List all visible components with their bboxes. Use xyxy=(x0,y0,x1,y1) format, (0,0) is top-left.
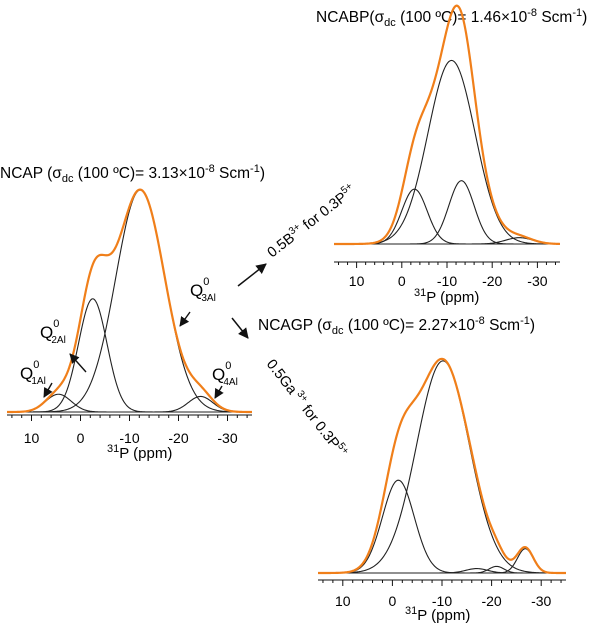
q3al-label: Q0 3Al xyxy=(190,276,216,304)
ncabp-envelope-line xyxy=(334,4,561,246)
gallium-substitution-label: 0.5Ga 3+ for 0.3P5+ xyxy=(263,355,351,461)
ncap-envelope-line xyxy=(7,188,252,414)
ncap-xlabel: 31P (ppm) xyxy=(107,443,172,462)
ncap-tick-label: -10 xyxy=(119,430,139,446)
ncagp-tick-label: -30 xyxy=(531,593,551,609)
q2al-arrow xyxy=(69,353,87,373)
ncagp-tick-label: 10 xyxy=(335,593,351,609)
ncap-plot: 10 0 -10 -20 -30 xyxy=(7,188,252,446)
q4al-arrow xyxy=(214,385,224,399)
ncabp-tick-label: -20 xyxy=(482,273,502,289)
ncap-tick-label: 10 xyxy=(24,430,40,446)
ncagp-panel: NCAGP (σdc (100 ºC)= 2.27×10-8 Scm-1) 10… xyxy=(258,315,566,624)
arrow-to-ncabp xyxy=(237,263,267,287)
ncap-panel: NCAP (σdc (100 ºC)= 3.13×10-8 Scm-1) 10 0… xyxy=(0,163,265,462)
ncagp-component-peak-1 xyxy=(318,360,566,574)
ncagp-component-peak-0 xyxy=(318,479,566,574)
ncabp-component-peak-0 xyxy=(334,188,560,245)
ncagp-xlabel: 31P (ppm) xyxy=(405,605,470,624)
arrow-to-ncagp xyxy=(231,317,249,339)
ncabp-tick-label: 0 xyxy=(398,273,406,289)
q2al-label: Q0 2Al xyxy=(40,318,66,346)
ncagp-tick-label: -10 xyxy=(432,593,452,609)
ncabp-panel: NCABP(σdc (100 ºC)= 1.46×10-8 Scm-1) 10 0… xyxy=(316,4,587,306)
ncap-title: NCAP (σdc (100 ºC)= 3.13×10-8 Scm-1) xyxy=(0,163,265,185)
q3al-arrow xyxy=(179,311,191,327)
ncap-component-peak-1 xyxy=(7,298,252,413)
q1al-arrow xyxy=(43,382,53,398)
ncagp-tick-label: -20 xyxy=(481,593,501,609)
ncagp-component-peak-4 xyxy=(318,548,566,574)
ncap-tick-label: -20 xyxy=(168,430,188,446)
ncap-component-peak-3 xyxy=(7,395,252,413)
ncap-tick-label: -30 xyxy=(217,430,237,446)
ncabp-component-peak-2 xyxy=(334,180,560,245)
ncagp-plot: 10 0 -10 -20 -30 xyxy=(318,357,566,609)
ncagp-title: NCAGP (σdc (100 ºC)= 2.27×10-8 Scm-1) xyxy=(258,315,535,337)
ncabp-component-peak-1 xyxy=(334,59,561,245)
ncagp-tick-label: 0 xyxy=(389,593,397,609)
q4al-label: Q0 4Al xyxy=(212,360,238,388)
ncabp-tick-label: 10 xyxy=(349,273,365,289)
ncabp-tick-label: -10 xyxy=(437,273,457,289)
ncagp-envelope-line xyxy=(318,357,566,575)
ncap-tick-label: 0 xyxy=(77,430,85,446)
ncabp-tick-label: -30 xyxy=(527,273,547,289)
ncabp-xlabel: 31P (ppm) xyxy=(414,287,479,306)
ncabp-plot: 10 0 -10 -20 -30 xyxy=(334,4,561,289)
q1al-label: Q0 1Al xyxy=(20,359,46,387)
boron-substitution-label: 0.5B3+ for 0.3P5+ xyxy=(263,181,359,261)
